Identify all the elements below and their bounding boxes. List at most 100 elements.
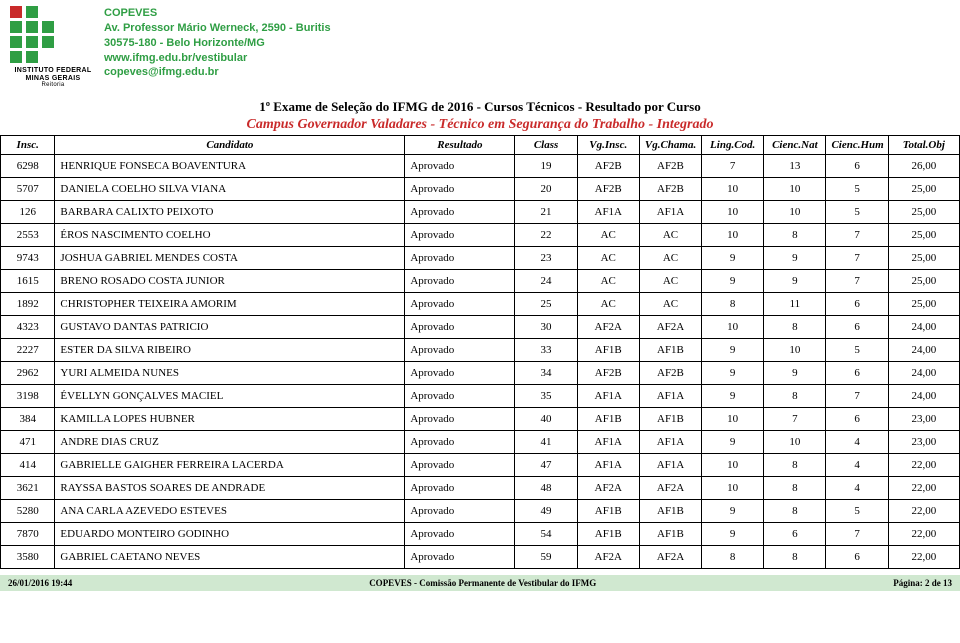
table-cell: YURI ALMEIDA NUNES bbox=[55, 361, 405, 384]
table-row: 414GABRIELLE GAIGHER FERREIRA LACERDAApr… bbox=[1, 453, 960, 476]
table-cell: 6 bbox=[826, 361, 888, 384]
table-row: 9743JOSHUA GABRIEL MENDES COSTAAprovado2… bbox=[1, 246, 960, 269]
table-cell: Aprovado bbox=[405, 269, 515, 292]
table-cell: 24 bbox=[515, 269, 577, 292]
table-cell: 22,00 bbox=[888, 453, 959, 476]
table-cell: 5 bbox=[826, 338, 888, 361]
table-cell: 7 bbox=[826, 246, 888, 269]
table-cell: 22,00 bbox=[888, 545, 959, 568]
table-row: 2553ÉROS NASCIMENTO COELHOAprovado22ACAC… bbox=[1, 223, 960, 246]
table-row: 5707DANIELA COELHO SILVA VIANAAprovado20… bbox=[1, 177, 960, 200]
table-cell: 8 bbox=[764, 499, 826, 522]
table-cell: 2227 bbox=[1, 338, 55, 361]
table-cell: 40 bbox=[515, 407, 577, 430]
table-cell: AF1B bbox=[639, 338, 701, 361]
table-row: 126BARBARA CALIXTO PEIXOTOAprovado21AF1A… bbox=[1, 200, 960, 223]
table-cell: 4 bbox=[826, 476, 888, 499]
table-cell: Aprovado bbox=[405, 200, 515, 223]
table-cell: 4 bbox=[826, 453, 888, 476]
table-cell: AF2B bbox=[577, 154, 639, 177]
table-cell: 10 bbox=[702, 315, 764, 338]
table-cell: 54 bbox=[515, 522, 577, 545]
org-email: copeves@ifmg.edu.br bbox=[104, 65, 331, 80]
results-table: Insc.CandidatoResultadoClassVg.Insc.Vg.C… bbox=[0, 135, 960, 569]
table-cell: 6 bbox=[764, 522, 826, 545]
table-cell: AF2A bbox=[577, 476, 639, 499]
table-cell: KAMILLA LOPES HUBNER bbox=[55, 407, 405, 430]
table-cell: Aprovado bbox=[405, 315, 515, 338]
table-cell: Aprovado bbox=[405, 453, 515, 476]
table-cell: 126 bbox=[1, 200, 55, 223]
table-cell: Aprovado bbox=[405, 177, 515, 200]
table-cell: 9 bbox=[702, 384, 764, 407]
table-cell: AF2A bbox=[639, 315, 701, 338]
table-cell: AC bbox=[577, 223, 639, 246]
table-cell: JOSHUA GABRIEL MENDES COSTA bbox=[55, 246, 405, 269]
table-cell: AC bbox=[577, 269, 639, 292]
table-cell: 35 bbox=[515, 384, 577, 407]
table-cell: 7 bbox=[764, 407, 826, 430]
table-cell: 10 bbox=[702, 453, 764, 476]
table-cell: 5 bbox=[826, 499, 888, 522]
table-cell: 3621 bbox=[1, 476, 55, 499]
table-cell: AC bbox=[577, 246, 639, 269]
table-cell: 22,00 bbox=[888, 499, 959, 522]
table-cell: 8 bbox=[764, 476, 826, 499]
table-cell: 7 bbox=[826, 223, 888, 246]
table-cell: 6 bbox=[826, 292, 888, 315]
table-cell: Aprovado bbox=[405, 522, 515, 545]
table-cell: 21 bbox=[515, 200, 577, 223]
table-header-cell: Class bbox=[515, 135, 577, 154]
table-cell: 10 bbox=[702, 177, 764, 200]
table-cell: 4323 bbox=[1, 315, 55, 338]
table-cell: AF1B bbox=[639, 407, 701, 430]
table-cell: 10 bbox=[764, 200, 826, 223]
table-cell: 24,00 bbox=[888, 384, 959, 407]
table-cell: AF2B bbox=[639, 361, 701, 384]
table-row: 7870EDUARDO MONTEIRO GODINHOAprovado54AF… bbox=[1, 522, 960, 545]
table-cell: 22 bbox=[515, 223, 577, 246]
table-cell: ANA CARLA AZEVEDO ESTEVES bbox=[55, 499, 405, 522]
table-cell: AF1B bbox=[577, 499, 639, 522]
table-header-cell: Cienc.Nat bbox=[764, 135, 826, 154]
table-cell: CHRISTOPHER TEIXEIRA AMORIM bbox=[55, 292, 405, 315]
table-cell: 8 bbox=[764, 545, 826, 568]
table-cell: AF2A bbox=[577, 545, 639, 568]
table-cell: 8 bbox=[764, 384, 826, 407]
table-cell: 4 bbox=[826, 430, 888, 453]
table-cell: 19 bbox=[515, 154, 577, 177]
table-cell: 20 bbox=[515, 177, 577, 200]
table-header-cell: Insc. bbox=[1, 135, 55, 154]
table-cell: AF2B bbox=[639, 177, 701, 200]
table-cell: 7 bbox=[826, 522, 888, 545]
table-cell: RAYSSA BASTOS SOARES DE ANDRADE bbox=[55, 476, 405, 499]
table-cell: AF1A bbox=[639, 200, 701, 223]
table-cell: 10 bbox=[702, 476, 764, 499]
table-cell: 10 bbox=[764, 177, 826, 200]
table-cell: 6 bbox=[826, 545, 888, 568]
table-header-cell: Vg.Insc. bbox=[577, 135, 639, 154]
table-cell: GUSTAVO DANTAS PATRICIO bbox=[55, 315, 405, 338]
table-cell: AF2B bbox=[639, 154, 701, 177]
header-address: COPEVES Av. Professor Mário Werneck, 259… bbox=[104, 6, 331, 80]
table-cell: 41 bbox=[515, 430, 577, 453]
table-cell: AF1A bbox=[639, 453, 701, 476]
table-cell: AF1B bbox=[577, 338, 639, 361]
table-cell: Aprovado bbox=[405, 407, 515, 430]
table-cell: 7 bbox=[702, 154, 764, 177]
table-cell: 23,00 bbox=[888, 407, 959, 430]
table-cell: AC bbox=[639, 223, 701, 246]
table-cell: AC bbox=[577, 292, 639, 315]
table-header-row: Insc.CandidatoResultadoClassVg.Insc.Vg.C… bbox=[1, 135, 960, 154]
table-cell: 8 bbox=[764, 453, 826, 476]
table-row: 5280ANA CARLA AZEVEDO ESTEVESAprovado49A… bbox=[1, 499, 960, 522]
address-line2: 30575-180 - Belo Horizonte/MG bbox=[104, 36, 331, 51]
table-cell: 3580 bbox=[1, 545, 55, 568]
table-cell: 49 bbox=[515, 499, 577, 522]
table-cell: Aprovado bbox=[405, 476, 515, 499]
table-cell: 8 bbox=[702, 545, 764, 568]
table-cell: AF2A bbox=[577, 315, 639, 338]
table-header-cell: Candidato bbox=[55, 135, 405, 154]
table-cell: ÉVELLYN GONÇALVES MACIEL bbox=[55, 384, 405, 407]
table-cell: 25,00 bbox=[888, 246, 959, 269]
